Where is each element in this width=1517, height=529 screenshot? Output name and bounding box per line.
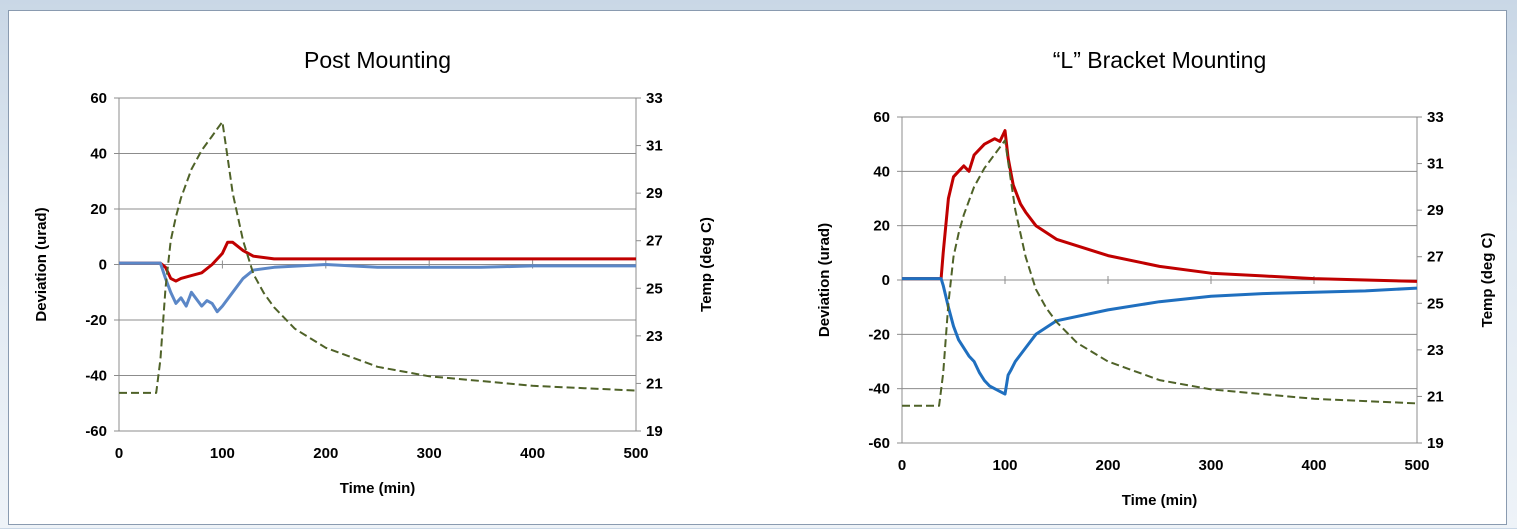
x-tick-label: 100 (992, 457, 1017, 474)
y-tick-label: -60 (85, 423, 107, 440)
y2-tick-label: 29 (1427, 202, 1444, 219)
x-tick-label: 0 (898, 457, 906, 474)
chart-1: Post Mounting -60 -40 -20 0 20 40 60 19 21 23 25 27 2… (33, 47, 715, 497)
y-tick-label: 20 (873, 218, 890, 235)
series-line-2 (902, 277, 1418, 396)
y-tick-label: -20 (868, 326, 890, 343)
series-line-3 (119, 120, 637, 394)
y2-tick-label: 23 (1427, 342, 1444, 359)
series-line-1 (902, 129, 1418, 283)
y-tick-label: -20 (85, 312, 107, 329)
y2-tick-label: 33 (646, 90, 663, 107)
x-tick-label: 500 (1404, 457, 1429, 474)
y-tick-label: 40 (90, 146, 107, 163)
chart-title: Post Mounting (304, 47, 451, 73)
y-tick-label: -60 (868, 435, 890, 452)
x-tick-label: 300 (1198, 457, 1223, 474)
series-line-3 (902, 139, 1418, 407)
y2-tick-label: 29 (646, 185, 663, 202)
y2-tick-label: 25 (646, 280, 663, 297)
y2-axis-label: Temp (deg C) (1479, 233, 1496, 328)
x-tick-label: 400 (1301, 457, 1326, 474)
x-tick-label: 300 (417, 445, 442, 462)
chart-canvas: Post Mounting -60 -40 -20 0 20 40 60 19 21 23 25 27 2… (8, 10, 1507, 525)
y-tick-label: 20 (90, 201, 107, 218)
y2-tick-label: 27 (1427, 249, 1444, 266)
series-line-2 (119, 261, 636, 314)
y2-tick-label: 23 (646, 328, 663, 345)
x-tick-label: 400 (520, 445, 545, 462)
x-axis-label: Time (min) (340, 480, 416, 497)
y2-axis-label: Temp (deg C) (698, 217, 715, 312)
y2-tick-label: 25 (1427, 295, 1444, 312)
y2-tick-label: 19 (1427, 435, 1444, 452)
chart-2: “L” Bracket Mounting -60 -40 -20 0 20 40 60 19 21… (816, 47, 1496, 509)
x-tick-label: 0 (115, 445, 123, 462)
y-tick-label: 0 (99, 257, 107, 274)
charts-svg: Post Mounting -60 -40 -20 0 20 40 60 19 21 23 25 27 2… (33, 47, 1496, 509)
y2-tick-label: 33 (1427, 109, 1444, 126)
y2-tick-label: 31 (1427, 156, 1444, 173)
y-tick-label: 0 (882, 272, 890, 289)
y2-tick-label: 21 (1427, 388, 1444, 405)
y-tick-label: 60 (873, 109, 890, 126)
x-tick-label: 200 (1095, 457, 1120, 474)
y2-tick-label: 21 (646, 375, 663, 392)
y2-tick-label: 27 (646, 233, 663, 250)
x-tick-label: 500 (623, 445, 648, 462)
y2-tick-label: 19 (646, 423, 663, 440)
y-tick-label: -40 (85, 368, 107, 385)
x-axis-label: Time (min) (1122, 492, 1198, 509)
x-tick-label: 200 (313, 445, 338, 462)
y-tick-label: 60 (90, 90, 107, 107)
x-tick-label: 100 (210, 445, 235, 462)
y-axis-label: Deviation (urad) (33, 207, 50, 321)
series-line-1 (119, 240, 636, 283)
y-axis-label: Deviation (urad) (816, 223, 833, 337)
chart-title: “L” Bracket Mounting (1053, 47, 1266, 73)
y2-tick-label: 31 (646, 138, 663, 155)
y-tick-label: 40 (873, 163, 890, 180)
y-tick-label: -40 (868, 381, 890, 398)
